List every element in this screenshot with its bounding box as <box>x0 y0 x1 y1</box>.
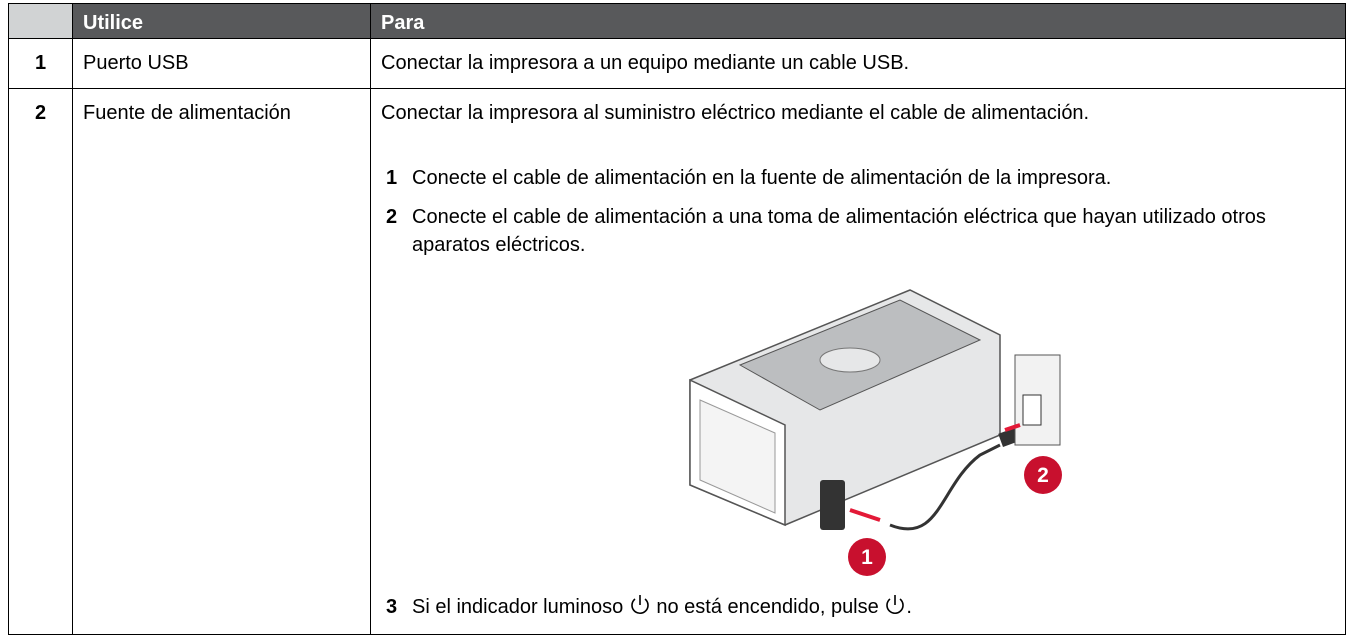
step-number: 2 <box>386 206 398 228</box>
callout-number: 2 <box>1037 464 1049 487</box>
step-number: 3 <box>386 596 398 618</box>
callout <box>848 538 886 576</box>
arrow <box>1004 423 1021 432</box>
power-icon <box>886 595 905 614</box>
step: 3 Si el indicador luminoso no está encend… <box>386 593 912 621</box>
row-number: 2 <box>8 88 73 635</box>
header-cell: Para <box>370 3 1346 39</box>
lid-handle <box>819 347 881 373</box>
row-description: Conectar la impresora al suministro eléc… <box>370 88 1346 635</box>
header-cell: Utilice <box>72 3 371 39</box>
step-text: Conecte el cable de alimentación en la f… <box>412 167 1112 189</box>
printer-panel <box>699 399 776 514</box>
step-text: no está encendido, pulse <box>656 596 879 618</box>
step-text: Conecte el cable de alimentación a una t… <box>412 206 1266 256</box>
step-text: Si el indicador luminoso <box>412 596 624 618</box>
row-number: 1 <box>8 38 73 89</box>
row-description: Conectar la impresora a un equipo median… <box>370 38 1346 89</box>
socket <box>1022 394 1042 426</box>
power-supply <box>820 480 845 530</box>
arrow <box>849 508 881 522</box>
callout-number: 1 <box>861 546 873 569</box>
step-text: . <box>906 596 912 618</box>
step-number: 1 <box>386 167 398 189</box>
printer-illustration: 1 2 <box>689 289 1062 576</box>
step: 2 Conecte el cable de alimentación a una … <box>386 203 1336 259</box>
power-icon <box>631 595 649 614</box>
power-cord <box>889 443 1001 531</box>
step: 1 Conecte el cable de alimentación en la … <box>386 164 1111 192</box>
callout <box>1024 456 1062 494</box>
header-corner <box>8 3 73 39</box>
row-label: Fuente de alimentación <box>72 88 371 635</box>
row-label: Puerto USB <box>72 38 371 89</box>
